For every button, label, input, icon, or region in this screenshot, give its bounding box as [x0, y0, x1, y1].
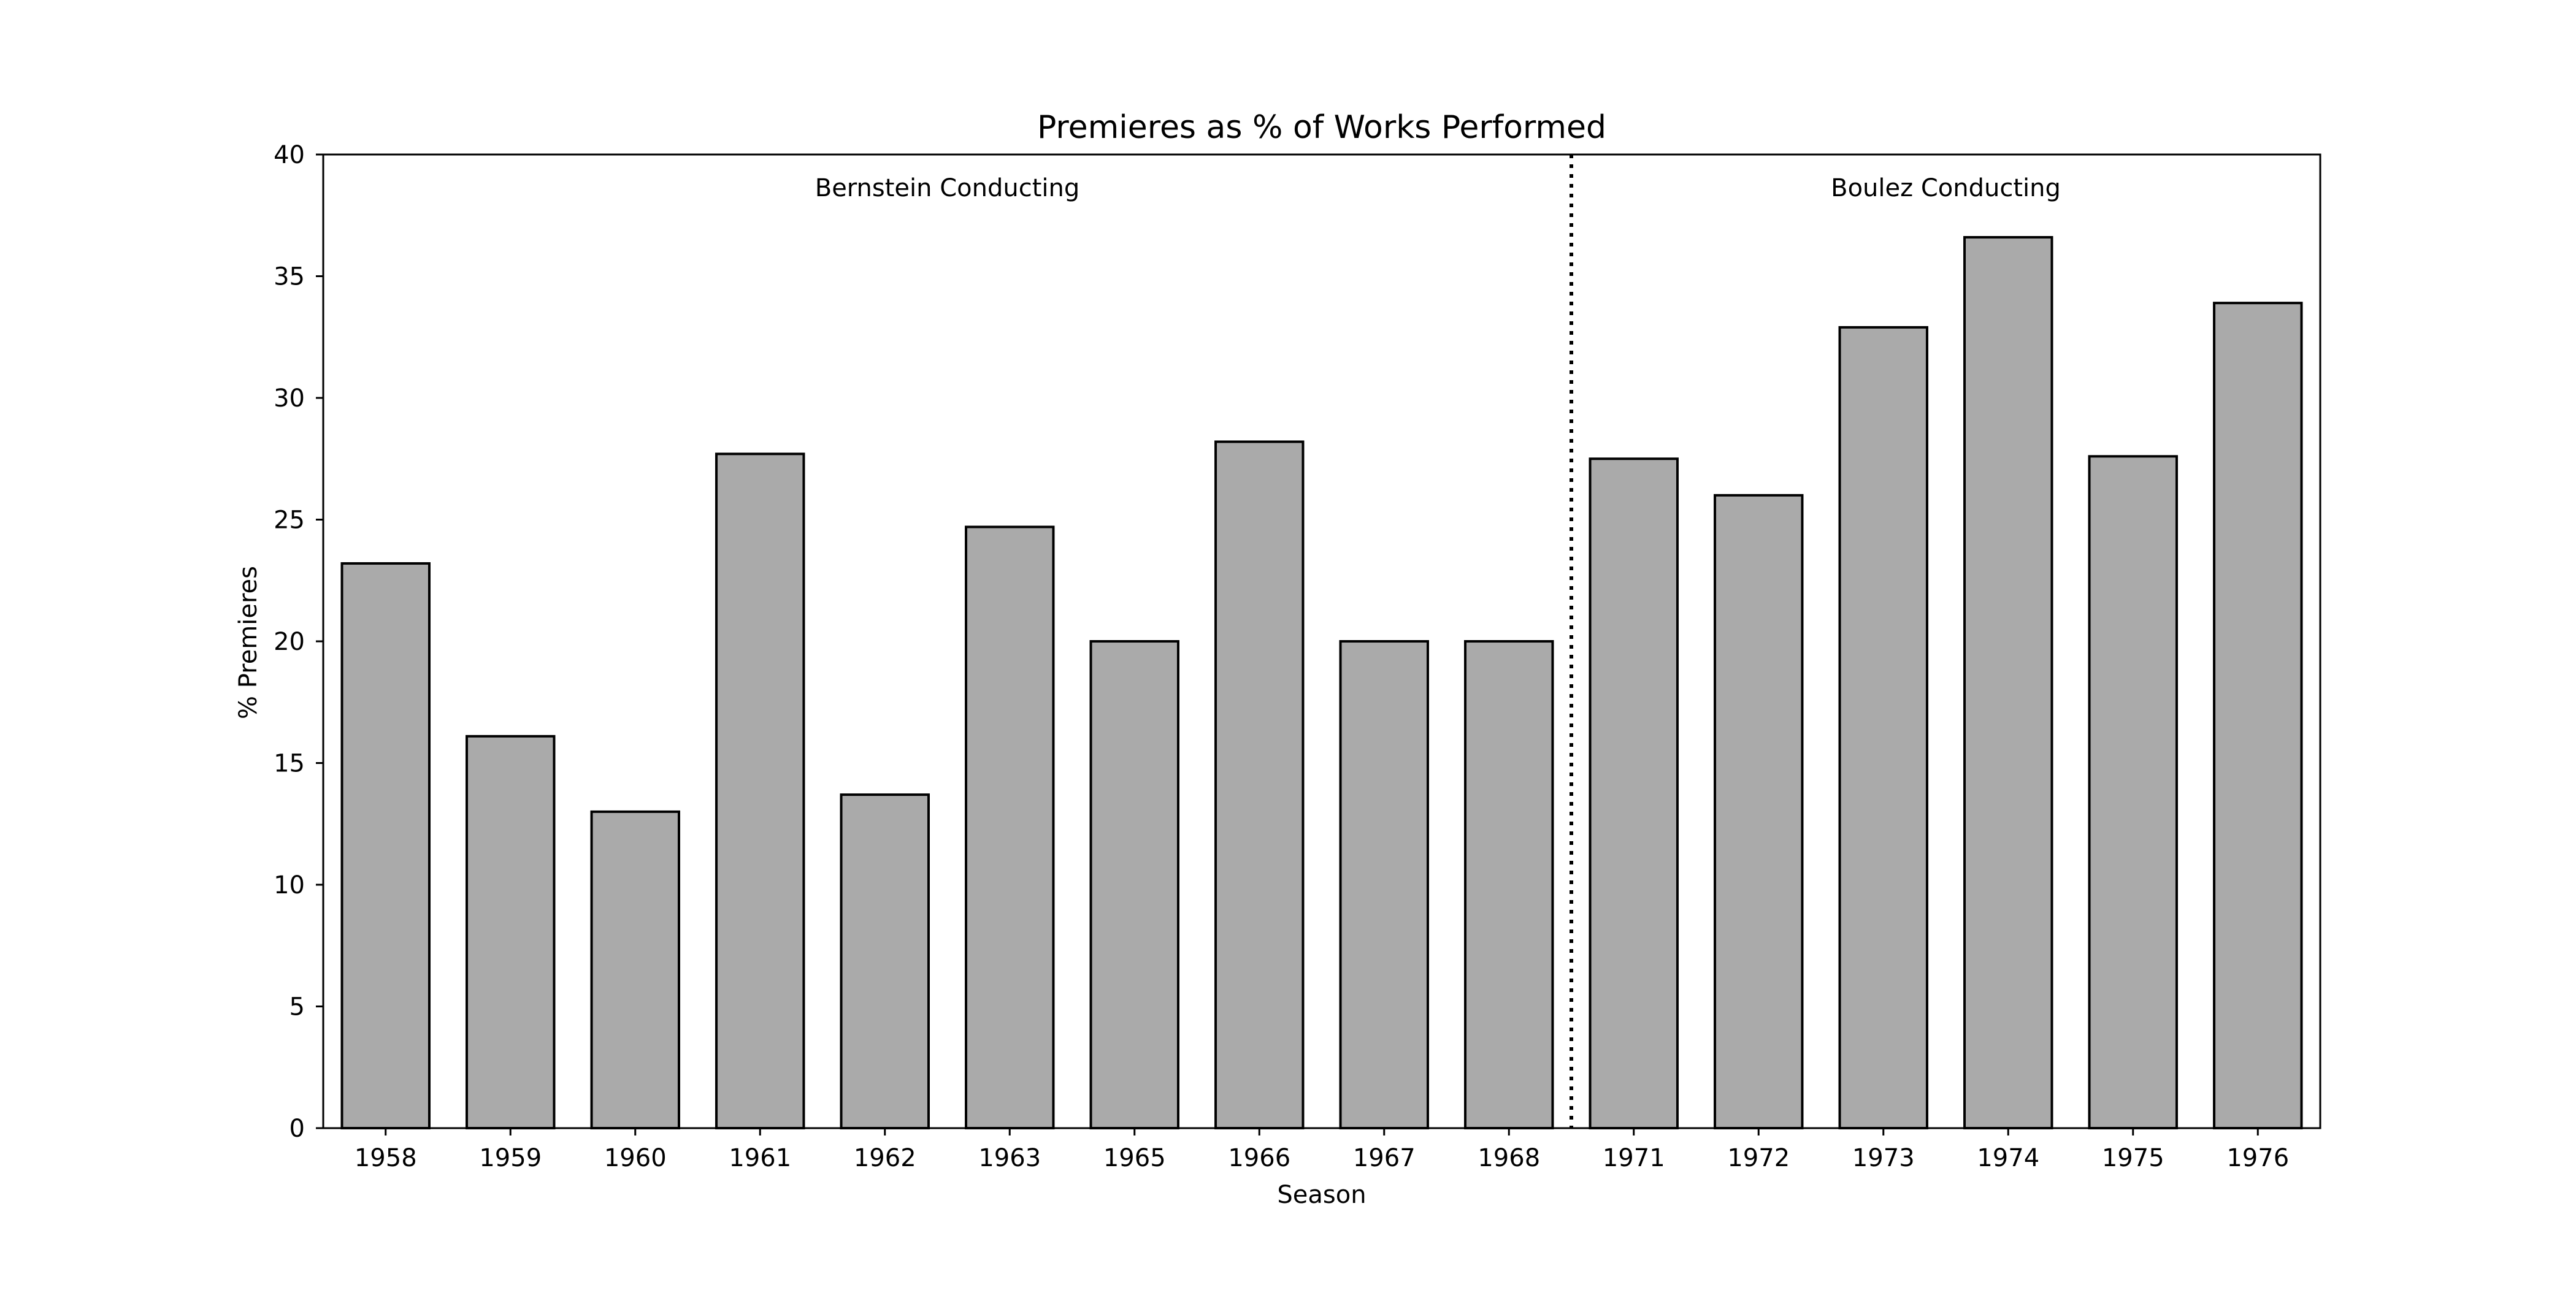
- bar-1971: [1589, 457, 1679, 1129]
- bar-1968: [1464, 640, 1554, 1129]
- bar-1976: [2213, 302, 2303, 1129]
- bar-1959: [466, 735, 556, 1129]
- bar-1965: [1089, 640, 1179, 1129]
- x-tick-label-1971: 1971: [1603, 1144, 1665, 1172]
- bar-1960: [590, 810, 680, 1129]
- x-tick-label-1976: 1976: [2226, 1144, 2289, 1172]
- y-tick-label-10: 10: [274, 871, 305, 899]
- x-tick-label-1961: 1961: [729, 1144, 791, 1172]
- x-tick-label-1965: 1965: [1103, 1144, 1166, 1172]
- x-tick-label-1975: 1975: [2102, 1144, 2164, 1172]
- section-label-0: Bernstein Conducting: [815, 174, 1079, 202]
- x-tick-label-1963: 1963: [978, 1144, 1041, 1172]
- x-tick-label-1959: 1959: [479, 1144, 542, 1172]
- section-label-1: Boulez Conducting: [1831, 174, 2061, 202]
- y-tick-label-40: 40: [274, 141, 305, 169]
- bar-1973: [1838, 326, 1928, 1129]
- x-tick-label-1974: 1974: [1977, 1144, 2039, 1172]
- x-tick-label-1967: 1967: [1353, 1144, 1416, 1172]
- y-tick-label-20: 20: [274, 628, 305, 656]
- chart-title: Premieres as % of Works Performed: [1037, 109, 1606, 146]
- bar-1966: [1214, 440, 1305, 1130]
- x-tick-label-1960: 1960: [604, 1144, 667, 1172]
- y-tick-label-0: 0: [289, 1115, 305, 1143]
- bars-layer: [340, 235, 2303, 1130]
- bar-1958: [340, 562, 431, 1129]
- labels-layer: 0 5 10 15 20 25 30 35 40 1958 1959 1960 1961 1962 1963…: [274, 141, 2289, 1172]
- x-tick-label-1958: 1958: [355, 1144, 417, 1172]
- x-tick-label-1962: 1962: [854, 1144, 916, 1172]
- axes-layer: [316, 153, 2321, 1135]
- y-axis-label: % Premieres: [234, 566, 263, 719]
- x-tick-label-1972: 1972: [1727, 1144, 1790, 1172]
- x-tick-label-1973: 1973: [1852, 1144, 1915, 1172]
- bar-1974: [1963, 235, 2053, 1130]
- y-tick-label-35: 35: [274, 263, 305, 291]
- bar-1975: [2088, 455, 2178, 1129]
- bar-1961: [715, 452, 805, 1129]
- y-tick-label-25: 25: [274, 506, 305, 535]
- bar-1972: [1714, 494, 1804, 1129]
- y-tick-label-30: 30: [274, 384, 305, 413]
- y-tick-label-15: 15: [274, 750, 305, 778]
- bar-1963: [965, 525, 1055, 1129]
- y-tick-label-5: 5: [289, 993, 305, 1021]
- bar-1967: [1339, 640, 1429, 1129]
- x-tick-label-1968: 1968: [1478, 1144, 1540, 1172]
- x-tick-label-1966: 1966: [1228, 1144, 1290, 1172]
- bar-1962: [840, 793, 930, 1129]
- x-axis-label: Season: [1277, 1181, 1366, 1209]
